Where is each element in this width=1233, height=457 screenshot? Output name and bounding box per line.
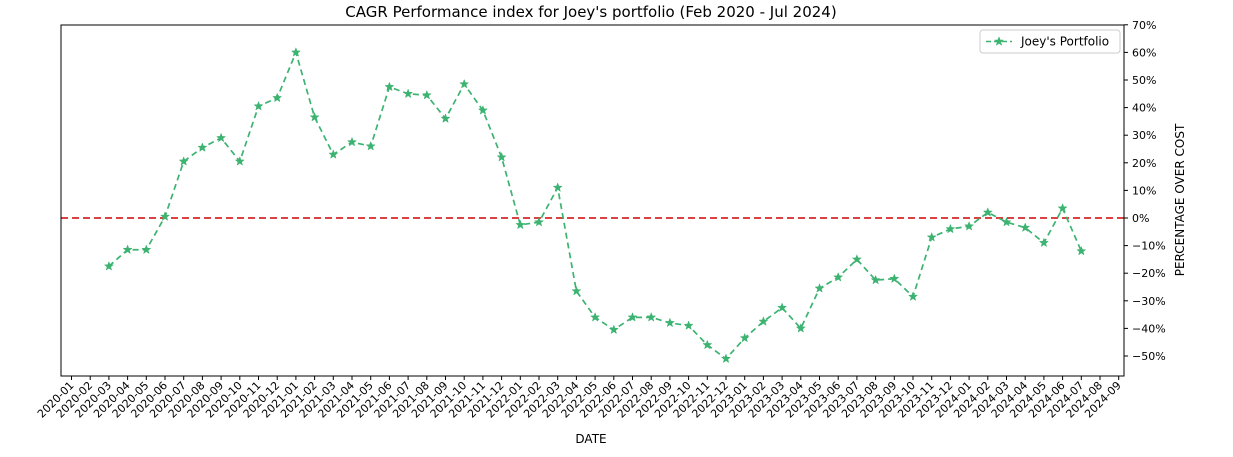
data-point-star xyxy=(571,285,582,296)
data-point-star xyxy=(1076,245,1087,256)
data-point-star xyxy=(290,47,301,57)
data-point-star xyxy=(945,223,956,234)
data-point-star xyxy=(477,105,488,115)
chart-title: CAGR Performance index for Joey's portfo… xyxy=(345,3,836,21)
data-point-star xyxy=(982,207,993,217)
y-tick-label: −50% xyxy=(1132,350,1166,363)
y-tick-label: −30% xyxy=(1132,295,1166,308)
data-point-star xyxy=(870,274,881,285)
series-layer xyxy=(103,47,1087,364)
data-point-star xyxy=(552,182,563,192)
data-point-star xyxy=(272,92,283,103)
data-point-star xyxy=(1020,222,1031,232)
data-point-star xyxy=(496,151,507,162)
data-point-star xyxy=(533,216,545,227)
legend: Joey's Portfolio xyxy=(979,29,1121,54)
data-point-star xyxy=(1038,237,1049,248)
data-point-star xyxy=(926,232,937,242)
legend-box xyxy=(979,29,1121,54)
data-point-star xyxy=(851,254,862,264)
data-point-star xyxy=(403,88,414,99)
data-point-star xyxy=(328,149,339,159)
data-point-star xyxy=(159,211,171,221)
data-point-star xyxy=(253,100,264,111)
data-point-star xyxy=(216,132,227,143)
x-axis: 2020-012020-022020-032020-042020-052020-… xyxy=(35,376,1124,421)
x-axis-label: DATE xyxy=(575,432,606,446)
legend-marker-holder xyxy=(993,36,1005,46)
data-point-star xyxy=(197,142,208,152)
data-point-star xyxy=(590,312,601,322)
data-point-star xyxy=(814,283,825,293)
data-point-star xyxy=(515,219,526,230)
y-tick-label: 30% xyxy=(1132,129,1156,142)
data-point-star xyxy=(103,260,114,271)
y-tick-label: 70% xyxy=(1132,19,1156,32)
data-point-star xyxy=(141,244,152,255)
data-point-star xyxy=(739,332,750,343)
data-point-star xyxy=(1057,203,1068,213)
data-point-star xyxy=(608,324,619,335)
data-point-star xyxy=(907,291,919,301)
y-axis-right: 70% 60% 50% 40% 30% 20% 10% 0% −10% −20% −30% −40% −… xyxy=(1124,19,1166,363)
data-point-star xyxy=(702,339,713,350)
data-point-star xyxy=(758,316,769,326)
y-tick-label: 60% xyxy=(1132,46,1156,59)
data-point-star xyxy=(122,244,133,255)
legend-marker-star xyxy=(993,36,1005,46)
data-point-star xyxy=(384,81,395,92)
legend-series-label: Joey's Portfolio xyxy=(1020,35,1109,49)
data-point-star xyxy=(440,113,451,123)
y-tick-label: 0% xyxy=(1132,212,1149,225)
y-tick-label: −10% xyxy=(1132,240,1166,253)
y-tick-label: 20% xyxy=(1132,157,1156,170)
data-point-star xyxy=(234,156,245,166)
data-point-star xyxy=(833,272,844,282)
y-tick-label: 10% xyxy=(1132,184,1156,197)
y-tick-label: 50% xyxy=(1132,74,1156,87)
data-point-star xyxy=(365,140,376,151)
data-point-star xyxy=(309,111,320,122)
data-point-star xyxy=(421,89,432,100)
data-point-star xyxy=(1001,216,1012,227)
y-tick-label: 40% xyxy=(1132,102,1156,115)
data-point-star xyxy=(683,320,694,330)
data-point-star xyxy=(889,273,900,284)
data-point-star xyxy=(646,312,657,322)
data-point-star xyxy=(459,78,470,89)
data-point-star xyxy=(627,312,638,322)
data-point-star xyxy=(720,353,732,364)
y-tick-label: −20% xyxy=(1132,267,1166,280)
data-point-star xyxy=(346,136,358,147)
plot-area-frame xyxy=(60,24,1125,377)
data-point-star xyxy=(664,317,675,328)
data-point-star xyxy=(777,302,788,312)
data-point-star xyxy=(178,156,189,166)
y-tick-label: −40% xyxy=(1132,322,1166,335)
data-point-star xyxy=(964,220,975,231)
y-axis-label: PERCENTAGE OVER COST xyxy=(1173,123,1187,276)
data-point-star xyxy=(795,323,806,333)
